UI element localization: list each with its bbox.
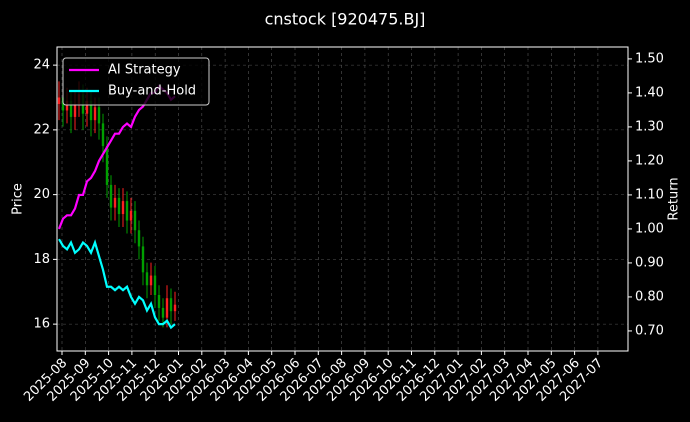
y-tick-label: 18 [33, 252, 50, 267]
candle-body [65, 100, 69, 111]
y-tick-label: 22 [33, 122, 50, 137]
candle-body [145, 272, 149, 286]
candle-body [89, 100, 93, 121]
y-tick-label: 16 [33, 317, 50, 332]
candle-body [129, 210, 133, 221]
y2-tick-label: 1.20 [635, 153, 664, 168]
y-tick-label: 20 [33, 187, 50, 202]
candle-body [117, 197, 121, 215]
y2-axis-label: Return [667, 177, 682, 220]
candle-body [149, 275, 153, 286]
candle-body [73, 103, 77, 117]
candle-body [93, 107, 97, 121]
candle-body [141, 246, 145, 273]
y2-tick-label: 0.90 [635, 255, 664, 270]
candle-body [113, 197, 117, 208]
candle-body [109, 184, 113, 208]
candle-body [137, 230, 141, 247]
candle-body [121, 201, 125, 215]
candle-body [153, 275, 157, 295]
legend-label: Buy-and-Hold [108, 84, 196, 99]
candle-body [97, 107, 101, 124]
y-axis-label: Price [11, 183, 26, 215]
candle-body [157, 294, 161, 308]
candle-body [165, 298, 169, 318]
y-tick-label: 24 [33, 58, 50, 73]
y2-tick-label: 1.40 [635, 85, 664, 100]
candle-body [173, 304, 177, 312]
line-series [57, 84, 176, 230]
plot-frame [56, 46, 629, 352]
y2-tick-label: 1.00 [635, 221, 664, 236]
y2-tick-label: 0.70 [635, 323, 664, 338]
legend-label: AI Strategy [108, 63, 181, 78]
candle-body [105, 146, 109, 185]
y2-tick-label: 1.10 [635, 187, 664, 202]
y2-tick-label: 1.50 [635, 51, 664, 66]
y2-tick-label: 1.30 [635, 119, 664, 134]
legend-box [62, 57, 210, 106]
chart-title: cnstock [920475.BJ] [265, 10, 426, 29]
candle-body [125, 201, 129, 221]
candle-body [101, 123, 105, 147]
candle-body [85, 100, 89, 114]
candle-body [69, 100, 73, 117]
line-series [58, 238, 176, 330]
candle-body [57, 97, 61, 104]
y2-tick-label: 0.80 [635, 289, 664, 304]
candle-body [161, 307, 165, 318]
candle-body [133, 210, 137, 231]
candle-body [169, 298, 173, 312]
